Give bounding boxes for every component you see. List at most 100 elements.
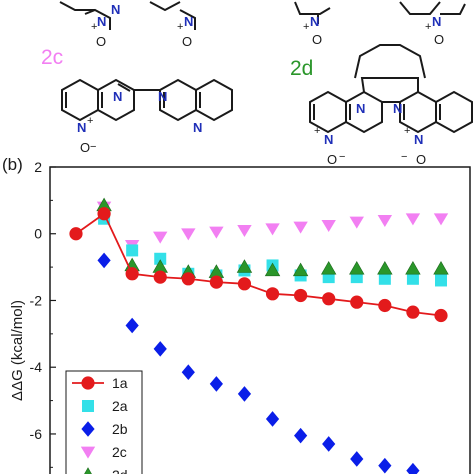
series-2b (97, 252, 420, 474)
structure-2d: 2d N N N + O − N + O − (290, 44, 473, 167)
legend-item: 2b (81, 421, 128, 437)
atom-n-label: N (193, 120, 202, 135)
atom-n-label: N (97, 14, 106, 29)
legend-marker (81, 376, 95, 390)
legend-label: 1a (112, 375, 128, 391)
charge-minus: − (339, 151, 345, 163)
y-tick-label: 2 (34, 159, 42, 175)
data-point (294, 427, 308, 444)
data-point (153, 341, 167, 357)
atom-n-label: N (310, 14, 319, 29)
charge-plus: + (425, 21, 431, 33)
charge-minus: − (90, 141, 96, 153)
data-point (433, 260, 449, 275)
data-point (350, 451, 364, 467)
charge-plus: + (91, 21, 97, 33)
data-point (209, 275, 223, 289)
data-point (236, 259, 253, 273)
data-point (237, 277, 252, 291)
y-tick-label: 0 (34, 226, 42, 242)
data-point (320, 260, 337, 275)
legend-item: 2d (84, 467, 128, 474)
compound-2c-label: 2c (41, 46, 63, 69)
legend-marker (81, 421, 95, 437)
data-point (181, 364, 195, 381)
legend-item: 2c (80, 444, 127, 460)
atom-o-label: O (327, 152, 337, 167)
top-structures-fragment: N N + O N + O N + O N + O (59, 1, 466, 49)
data-point (293, 221, 308, 234)
data-point (125, 267, 139, 281)
data-point (153, 270, 167, 284)
legend-box (65, 370, 143, 474)
legend-item: 2a (82, 398, 128, 414)
data-point (378, 457, 392, 474)
panel-b-label: (b) (2, 155, 23, 174)
data-point (265, 287, 280, 301)
data-point (405, 213, 421, 226)
atom-n-label: N (77, 120, 86, 135)
charge-plus: + (177, 21, 183, 33)
data-point (294, 288, 308, 303)
y-axis-title: ΔΔG (kcal/mol) (9, 300, 26, 401)
data-point (321, 219, 336, 232)
data-point (406, 272, 419, 285)
legend-label: 2c (112, 444, 127, 460)
series-1a (69, 207, 448, 323)
legend-marker (80, 446, 96, 459)
atom-n-label: N (184, 14, 193, 29)
data-point (97, 252, 111, 269)
data-point (322, 436, 336, 452)
charge-plus: + (303, 21, 309, 33)
compound-2d-label: 2d (290, 57, 313, 80)
series-2c (96, 201, 449, 253)
data-point (434, 308, 448, 323)
data-point (97, 207, 111, 221)
data-point (264, 262, 281, 277)
atom-n-label: N (158, 89, 167, 104)
data-point (154, 252, 167, 265)
legend-label: 2b (112, 421, 128, 437)
data-point (433, 213, 449, 226)
data-point (377, 214, 393, 227)
data-point (69, 227, 83, 241)
y-tick-label: -2 (30, 292, 43, 308)
atom-o-label: O (96, 34, 106, 49)
data-point (378, 272, 391, 285)
legend: 1a 2a 2b 2c 2d (65, 370, 143, 474)
atom-o-label: O (416, 152, 426, 167)
data-point (265, 223, 280, 236)
charge-plus: + (87, 115, 93, 127)
y-tick-label: -6 (30, 426, 43, 442)
data-point (209, 376, 223, 392)
data-point (292, 262, 309, 277)
legend-label: 2d (112, 467, 128, 474)
data-point (237, 225, 252, 238)
data-point (349, 216, 364, 229)
data-point (181, 272, 195, 286)
y-tick-label: -4 (30, 359, 43, 375)
data-point (378, 298, 392, 313)
data-point (377, 260, 393, 275)
structure-2c: 2c N N N + O − N (41, 46, 233, 155)
atom-n-label: N (111, 2, 120, 17)
data-point (322, 292, 336, 306)
plot-frame (49, 166, 471, 474)
atom-n-label: N (113, 89, 122, 104)
atom-o-label: O (182, 34, 192, 49)
series-layer (69, 197, 449, 474)
data-point (153, 231, 168, 244)
atom-n-label: N (356, 101, 365, 116)
atom-o-label: O (312, 32, 322, 47)
data-point (126, 244, 139, 257)
data-point (406, 305, 420, 319)
atom-n-label: N (432, 14, 441, 29)
data-point (181, 228, 196, 241)
atom-n-label: N (324, 132, 333, 147)
legend-marker (84, 467, 92, 474)
atom-o-label: O (80, 140, 90, 155)
legend-item: 1a (72, 375, 128, 391)
data-point (405, 260, 421, 275)
atom-n-label: N (393, 101, 402, 116)
